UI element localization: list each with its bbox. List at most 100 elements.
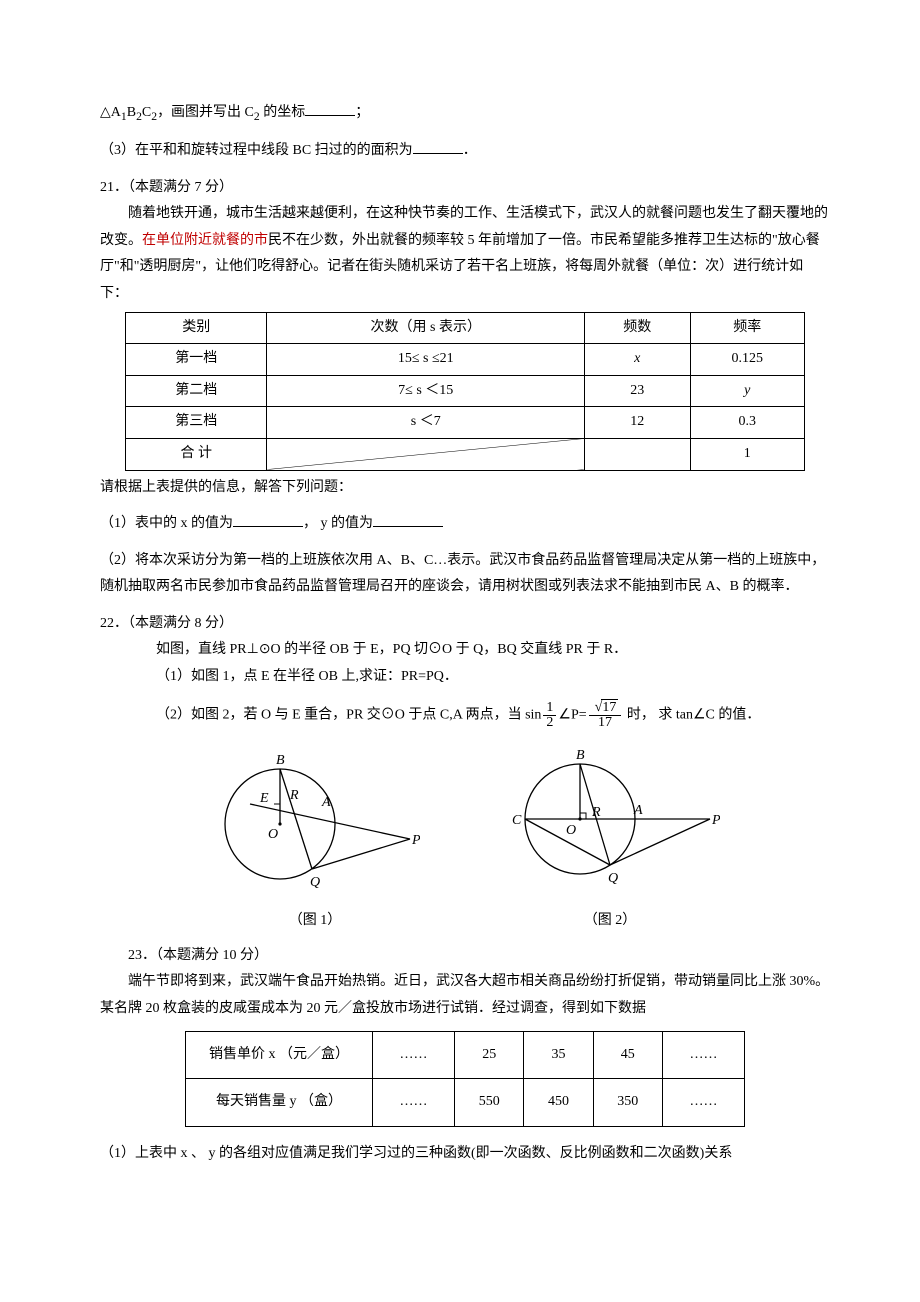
td: 每天销售量 y （盒） bbox=[186, 1079, 373, 1127]
q20-line2: （3）在平和和旋转过程中线段 BC 扫过的的面积为 ． bbox=[100, 138, 830, 165]
td: s ＜7 bbox=[267, 407, 585, 439]
label-R: R bbox=[289, 788, 299, 803]
label-E: E bbox=[259, 791, 269, 806]
figure-caption: （图 2） bbox=[500, 908, 720, 935]
text: ， y 的值为 bbox=[303, 516, 373, 531]
label-Q: Q bbox=[608, 871, 618, 886]
table-row: 销售单价 x （元／盒） …… 25 35 45 …… bbox=[186, 1031, 745, 1079]
denominator: 17 bbox=[589, 716, 622, 730]
red-text: 在单位附近就餐的市 bbox=[142, 233, 268, 248]
th: 类别 bbox=[126, 312, 267, 344]
text: 的坐标 bbox=[260, 105, 306, 120]
td: 12 bbox=[585, 407, 690, 439]
td: 350 bbox=[593, 1079, 662, 1127]
q23-table: 销售单价 x （元／盒） …… 25 35 45 …… 每天销售量 y （盒） … bbox=[185, 1031, 745, 1127]
text: B bbox=[127, 105, 136, 120]
label-P: P bbox=[411, 833, 420, 848]
text: △A bbox=[100, 105, 121, 120]
table-row: 第一档 15≤ s ≤21 x 0.125 bbox=[126, 344, 805, 376]
text: ∠P= bbox=[558, 707, 586, 722]
q21-sub2: （2）将本次采访分为第一档的上班族依次用 A、B、C…表示。武汉市食品药品监督管… bbox=[100, 548, 830, 601]
label-Q: Q bbox=[310, 875, 320, 890]
table-row: 第三档 s ＜7 12 0.3 bbox=[126, 407, 805, 439]
th: 次数（用 s 表示） bbox=[267, 312, 585, 344]
td: 45 bbox=[593, 1031, 662, 1079]
q22-p2: （1）如图 1，点 E 在半径 OB 上,求证：PR=PQ． bbox=[100, 664, 830, 691]
td: 合 计 bbox=[126, 438, 267, 470]
text: 时， 求 tan∠C 的值． bbox=[623, 707, 760, 722]
label-A: A bbox=[321, 795, 331, 810]
label-P: P bbox=[711, 813, 720, 828]
fraction: 12 bbox=[543, 701, 556, 730]
figure-caption: （图 1） bbox=[210, 908, 420, 935]
label-R: R bbox=[591, 805, 601, 820]
q23-p1: 端午节即将到来，武汉端午食品开始热销。近日，武汉各大超市相关商品纷纷打折促销，带… bbox=[100, 969, 830, 1022]
td: 450 bbox=[524, 1079, 593, 1127]
td: 15≤ s ≤21 bbox=[267, 344, 585, 376]
q22-header: 22．（本题满分 8 分） bbox=[100, 611, 830, 638]
blank-field bbox=[413, 139, 463, 154]
td: 销售单价 x （元／盒） bbox=[186, 1031, 373, 1079]
text: （3）在平和和旋转过程中线段 BC 扫过的的面积为 bbox=[100, 143, 413, 158]
q21-para: 随着地铁开通，城市生活越来越便利，在这种快节奏的工作、生活模式下，武汉人的就餐问… bbox=[100, 201, 830, 307]
q23-sub1: （1）上表中 x 、 y 的各组对应值满足我们学习过的三种函数(即一次函数、反比… bbox=[100, 1141, 830, 1168]
geometry-diagram-2: B C O R A P Q bbox=[500, 744, 720, 894]
td: y bbox=[690, 375, 805, 407]
label-B: B bbox=[576, 748, 585, 763]
text: ． bbox=[463, 143, 477, 158]
blank-field bbox=[233, 512, 303, 527]
td bbox=[585, 438, 690, 470]
td: …… bbox=[373, 1031, 455, 1079]
label-C: C bbox=[512, 813, 522, 828]
td: 550 bbox=[455, 1079, 524, 1127]
td: 第一档 bbox=[126, 344, 267, 376]
label-A: A bbox=[633, 803, 643, 818]
table-row: 每天销售量 y （盒） …… 550 450 350 …… bbox=[186, 1079, 745, 1127]
td: 25 bbox=[455, 1031, 524, 1079]
td: x bbox=[585, 344, 690, 376]
td: 0.125 bbox=[690, 344, 805, 376]
q22-p1: 如图，直线 PR⊥⊙O 的半径 OB 于 E，PQ 切⊙O 于 Q，BQ 交直线… bbox=[100, 637, 830, 664]
td: …… bbox=[662, 1031, 744, 1079]
q21-table: 类别 次数（用 s 表示） 频数 频率 第一档 15≤ s ≤21 x 0.12… bbox=[125, 312, 805, 471]
q21-after-table: 请根据上表提供的信息，解答下列问题： bbox=[100, 475, 830, 502]
radicand: 17 bbox=[601, 699, 618, 715]
td: 7≤ s ＜15 bbox=[267, 375, 585, 407]
td: 0.3 bbox=[690, 407, 805, 439]
td-diagonal bbox=[267, 438, 585, 470]
numerator: 17 bbox=[589, 701, 622, 716]
blank-field bbox=[373, 512, 443, 527]
td: 第三档 bbox=[126, 407, 267, 439]
numerator: 1 bbox=[543, 701, 556, 716]
text: 端午节即将到来，武汉端午食品开始热销。近日，武汉各大超市相关商品纷纷打折促销，带… bbox=[100, 974, 829, 1016]
blank-field bbox=[305, 101, 355, 116]
sqrt: 17 bbox=[592, 701, 619, 715]
label-O: O bbox=[566, 823, 576, 838]
td: 1 bbox=[690, 438, 805, 470]
fraction: 1717 bbox=[589, 701, 622, 730]
table-row: 类别 次数（用 s 表示） 频数 频率 bbox=[126, 312, 805, 344]
q21-header: 21．（本题满分 7 分） bbox=[100, 175, 830, 202]
q21-sub1: （1）表中的 x 的值为 ， y 的值为 bbox=[100, 511, 830, 538]
label-O: O bbox=[268, 827, 278, 842]
text: （2）如图 2，若 O 与 E 重合，PR 交⊙O 于点 C,A 两点，当 si… bbox=[156, 707, 541, 722]
figure-2: B C O R A P Q （图 2） bbox=[500, 744, 720, 935]
td: …… bbox=[373, 1079, 455, 1127]
td: 23 bbox=[585, 375, 690, 407]
label-B: B bbox=[276, 753, 285, 768]
figures-row: B E R A O P Q （图 1） B C O R A P Q bbox=[100, 744, 830, 935]
th: 频率 bbox=[690, 312, 805, 344]
text: （1）表中的 x 的值为 bbox=[100, 516, 233, 531]
text: ； bbox=[355, 105, 369, 120]
td: 35 bbox=[524, 1031, 593, 1079]
q22-p3: （2）如图 2，若 O 与 E 重合，PR 交⊙O 于点 C,A 两点，当 si… bbox=[100, 701, 830, 730]
td: …… bbox=[662, 1079, 744, 1127]
table-row: 合 计 1 bbox=[126, 438, 805, 470]
figure-1: B E R A O P Q （图 1） bbox=[210, 744, 420, 935]
table-row: 第二档 7≤ s ＜15 23 y bbox=[126, 375, 805, 407]
text: ，画图并写出 C bbox=[157, 105, 254, 120]
geometry-diagram-1: B E R A O P Q bbox=[210, 744, 420, 894]
th: 频数 bbox=[585, 312, 690, 344]
q20-line1: △A1B2C2，画图并写出 C2 的坐标； bbox=[100, 100, 830, 128]
td: 第二档 bbox=[126, 375, 267, 407]
